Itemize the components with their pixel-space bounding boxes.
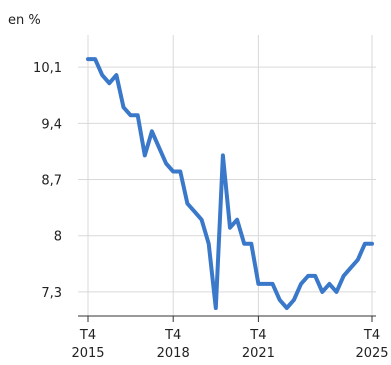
- x-tick-year: 2025: [355, 346, 388, 361]
- data-point: [271, 282, 274, 286]
- data-point: [285, 306, 288, 310]
- data-point: [200, 218, 203, 221]
- data-point: [86, 57, 90, 61]
- data-point: [306, 274, 310, 278]
- data-point: [221, 154, 225, 157]
- series-layer: [86, 57, 374, 310]
- data-point: [115, 73, 118, 77]
- data-point: [328, 282, 331, 286]
- data-point: [228, 226, 232, 229]
- data-point: [186, 202, 189, 205]
- data-point: [299, 282, 303, 286]
- grid-lines: [78, 35, 376, 316]
- data-point: [179, 170, 182, 173]
- x-tick-quarter: T4: [164, 328, 181, 343]
- x-tick-quarter: T4: [363, 328, 380, 343]
- data-point: [143, 154, 146, 157]
- data-point: [278, 298, 281, 302]
- data-point: [321, 290, 324, 294]
- data-point: [235, 218, 239, 221]
- x-tick-quarter: T4: [249, 328, 266, 343]
- y-tick-label: 8: [54, 230, 62, 245]
- data-point: [356, 258, 359, 261]
- x-tick-quarter: T4: [79, 328, 96, 343]
- y-tick-label: 7,3: [41, 286, 62, 301]
- data-point: [108, 82, 111, 85]
- data-point: [243, 242, 246, 245]
- data-point: [214, 306, 217, 310]
- y-tick-label: 8,7: [41, 174, 62, 189]
- data-point: [157, 146, 161, 149]
- data-point: [342, 274, 345, 278]
- data-point: [150, 130, 154, 133]
- y-tick-labels: 7,3 8 8,7 9,4 10,1: [33, 61, 62, 301]
- data-point: [164, 162, 168, 165]
- data-point: [264, 282, 267, 286]
- data-point: [257, 282, 260, 286]
- data-point: [207, 242, 210, 245]
- x-axis: [78, 315, 376, 322]
- data-point: [93, 57, 97, 61]
- x-tick-year: 2018: [157, 346, 190, 361]
- data-point: [349, 266, 352, 269]
- data-point: [172, 170, 175, 173]
- data-point: [292, 298, 296, 302]
- data-point: [101, 73, 104, 77]
- data-point: [370, 242, 374, 245]
- data-point: [136, 114, 139, 117]
- data-point: [363, 242, 367, 245]
- data-point: [122, 106, 125, 109]
- y-tick-label: 10,1: [33, 61, 62, 76]
- data-point: [314, 274, 317, 278]
- x-tick-year: 2015: [71, 346, 104, 361]
- y-unit-label: en %: [8, 13, 41, 28]
- x-tick-year: 2021: [242, 346, 275, 361]
- series-line: [86, 57, 374, 310]
- data-point: [129, 114, 132, 117]
- data-point: [193, 210, 196, 213]
- data-point: [335, 290, 338, 294]
- y-tick-label: 9,4: [41, 117, 62, 132]
- data-point: [250, 242, 253, 245]
- x-tick-labels: T4 2015 T4 2018 T4 2021 T4 2025: [71, 328, 388, 361]
